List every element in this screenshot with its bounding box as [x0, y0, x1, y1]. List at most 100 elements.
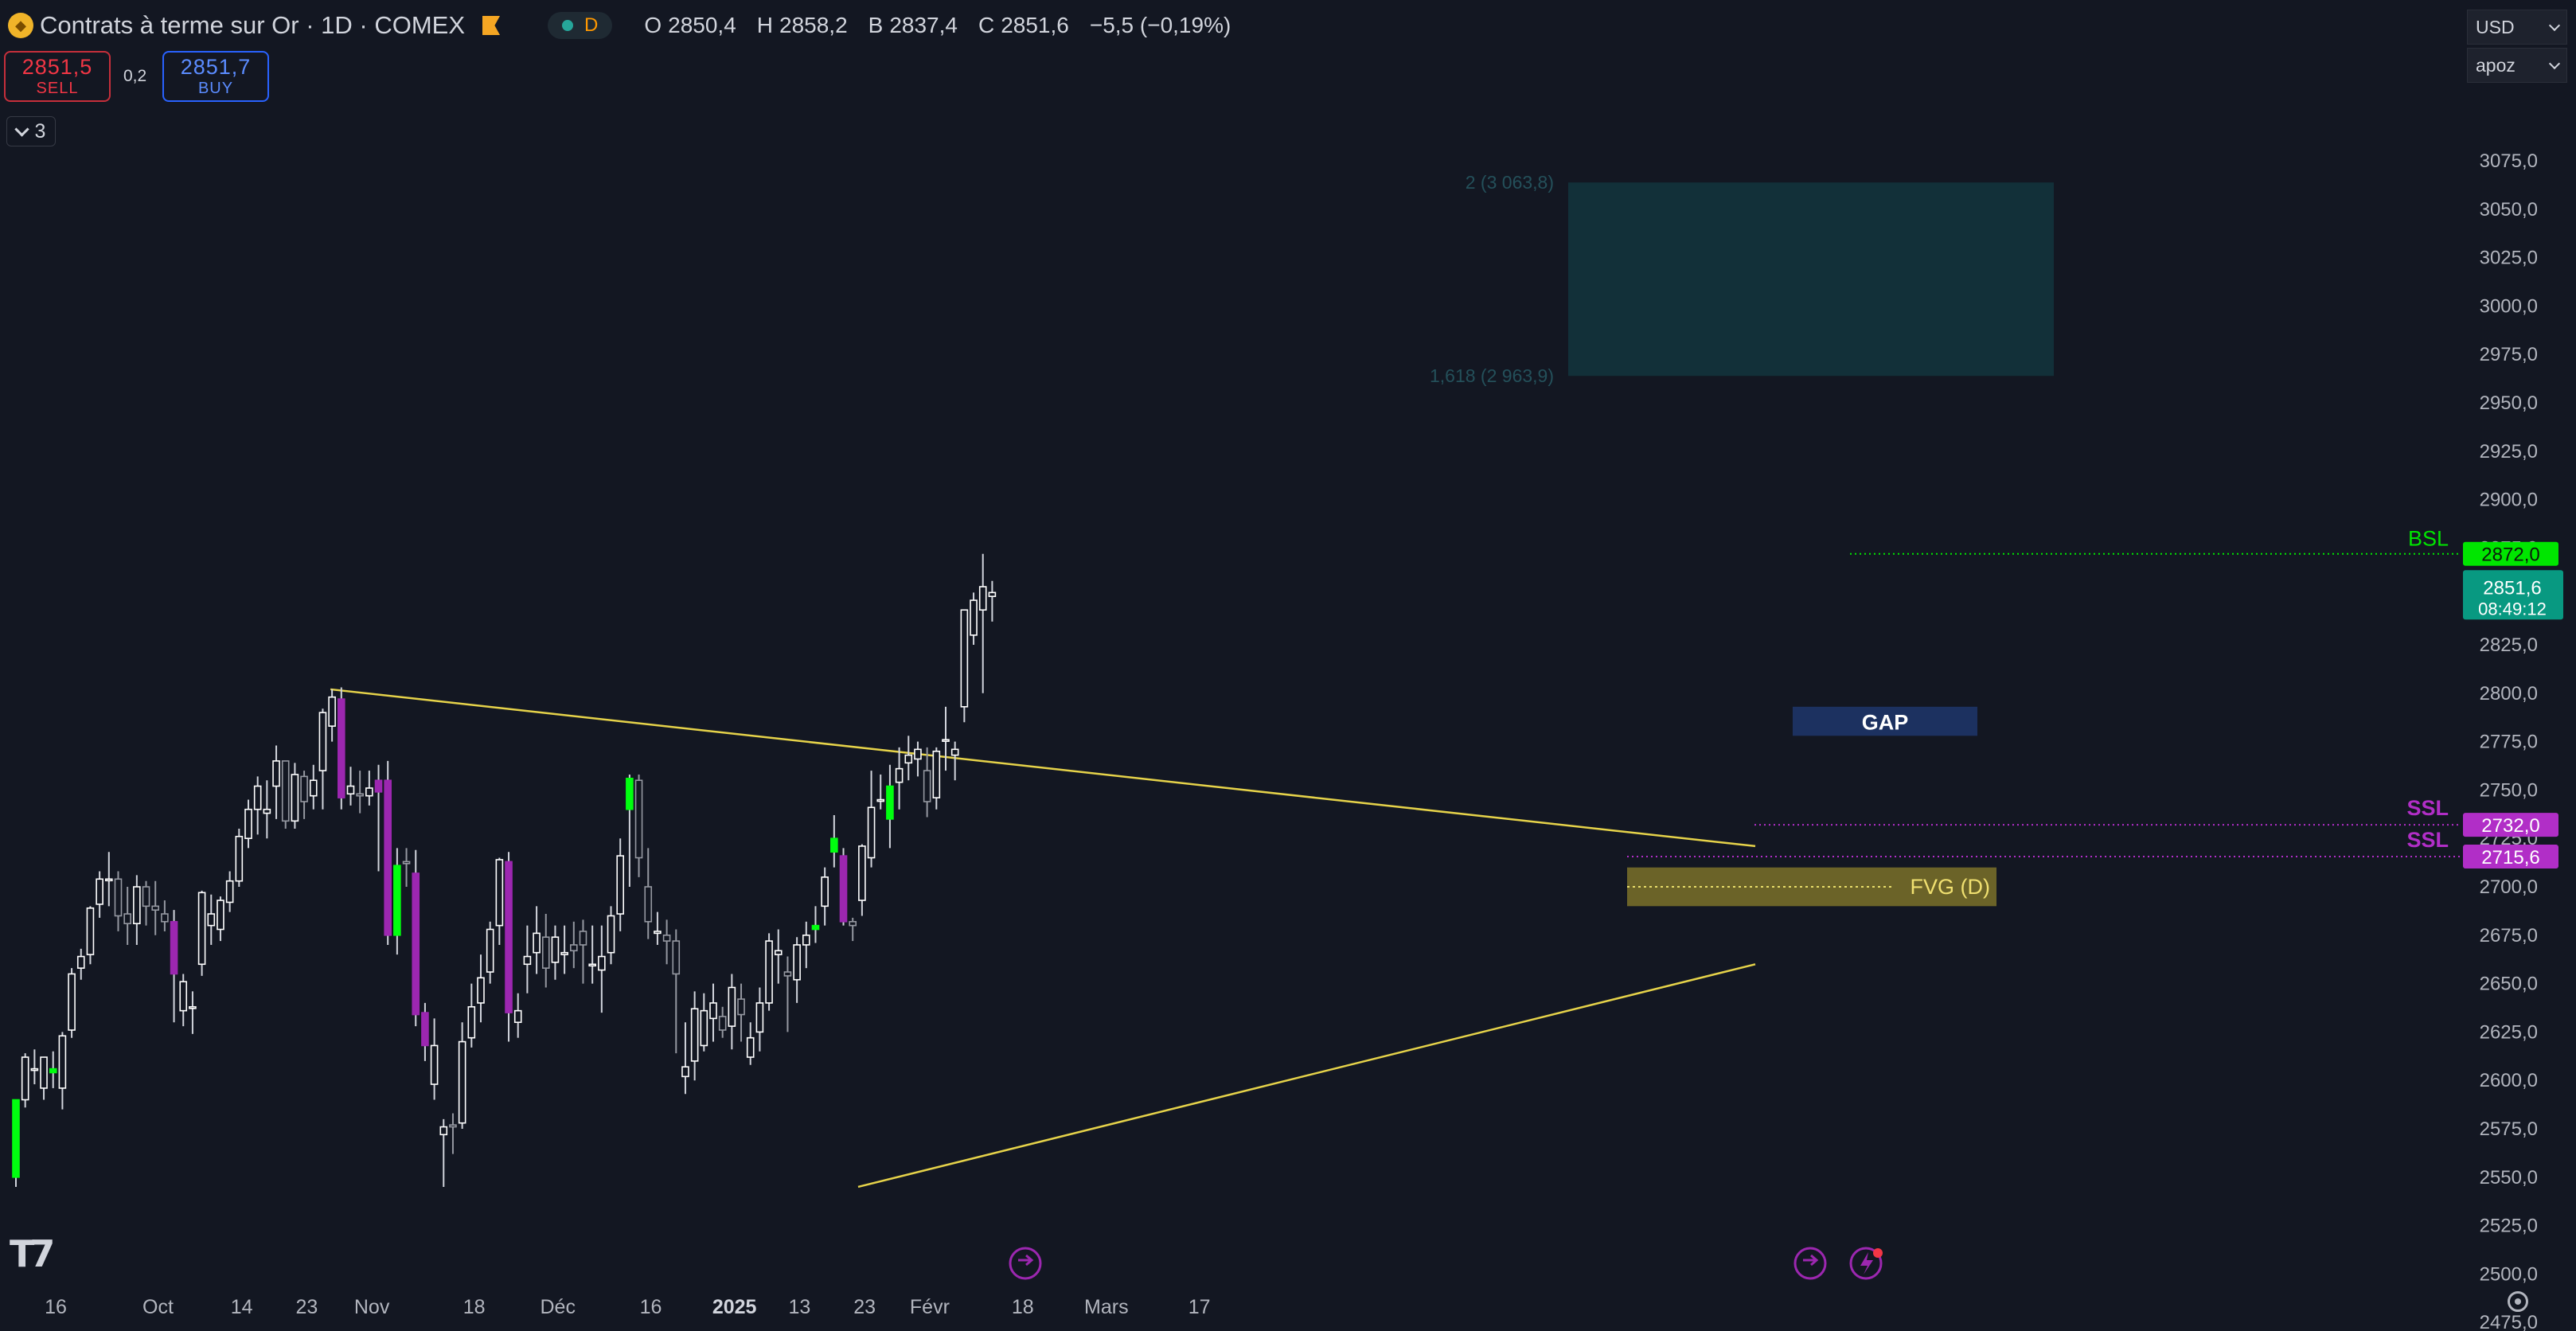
candle-body	[161, 913, 169, 923]
bsl-price-tag: 2872,0	[2481, 544, 2539, 566]
y-axis-tick-label: 2775,0	[2480, 732, 2538, 753]
ohlc-label: O	[644, 13, 662, 37]
candle-body	[309, 779, 318, 797]
ohlc-label: C	[978, 13, 995, 37]
y-axis-tick-label: 2825,0	[2480, 634, 2538, 656]
candle-body	[569, 944, 578, 952]
candle-body	[551, 936, 560, 963]
candle-body	[662, 935, 671, 942]
candle-body	[858, 845, 866, 901]
candle-body	[21, 1056, 29, 1101]
candle-body	[681, 1066, 689, 1078]
candle-body	[541, 936, 550, 969]
candle-body	[114, 878, 123, 917]
ohlc-readout: O 2850,4 H 2858,2 B 2837,4 C 2851,6 −5,5 (−0…	[644, 13, 1231, 38]
candle-body	[616, 855, 625, 915]
y-axis-tick-label: 2800,0	[2480, 683, 2538, 705]
ssl-price-tag-bg	[2463, 813, 2558, 837]
y-axis-tick-label: 2925,0	[2480, 441, 2538, 463]
buy-button[interactable]: 2851,7 BUY	[162, 51, 269, 102]
upper-trendline[interactable]	[330, 688, 1756, 848]
y-axis-tick-label: 2675,0	[2480, 925, 2538, 947]
candle-body	[207, 913, 216, 927]
ssl-price-tag: 2732,0	[2481, 815, 2539, 837]
flag-icon[interactable]	[482, 16, 500, 35]
candle-body	[272, 760, 280, 787]
y-axis-tick-label: 2975,0	[2480, 344, 2538, 365]
candle-body	[774, 950, 783, 955]
candle-body	[430, 1044, 439, 1085]
symbol-header: ◆ Contrats à terme sur Or · 1D · COMEX D…	[0, 0, 1231, 51]
candle-body	[523, 955, 532, 966]
candle-body	[849, 920, 857, 927]
x-axis-tick-label: 23	[295, 1296, 318, 1318]
candle-body	[281, 760, 290, 822]
x-axis-tick-label: 2025	[712, 1296, 757, 1318]
bar-countdown: 08:49:12	[2478, 599, 2547, 619]
unit-select[interactable]: apoz	[2467, 48, 2567, 83]
unit-value: apoz	[2476, 54, 2516, 76]
candle-body	[225, 880, 234, 904]
candle-body	[291, 774, 299, 822]
gear-icon[interactable]	[2508, 1291, 2528, 1312]
candle-body	[123, 913, 131, 925]
candle-body	[634, 779, 643, 859]
candle-body	[793, 944, 801, 981]
chevron-down-icon	[2548, 57, 2561, 70]
ssl-price-tag: 2715,6	[2481, 847, 2539, 868]
y-axis-tick-label: 2900,0	[2480, 490, 2538, 511]
candle-body	[783, 971, 792, 977]
gold-coin-icon: ◆	[8, 13, 33, 38]
candle-body	[365, 787, 373, 797]
price-change: −5,5 (−0,19%)	[1089, 13, 1231, 37]
economic-event-icon[interactable]	[1793, 1247, 1827, 1280]
x-axis-tick-label: 18	[463, 1296, 486, 1318]
candle-body	[970, 599, 978, 636]
candle-body	[374, 779, 383, 793]
candle-body	[737, 998, 745, 1016]
y-axis-tick-label: 2525,0	[2480, 1216, 2538, 1237]
candle-body	[40, 1056, 48, 1089]
y-axis-tick-label: 3050,0	[2480, 199, 2538, 221]
ssl-price-tag-bg	[2463, 845, 2558, 869]
candle-body	[802, 935, 810, 946]
economic-event-icon[interactable]	[1009, 1247, 1042, 1280]
x-axis-tick-label: Nov	[354, 1296, 390, 1318]
currency-value: USD	[2476, 16, 2515, 37]
lower-trendline[interactable]	[857, 963, 1756, 1189]
candle-body	[263, 808, 271, 814]
y-axis-tick-label: 3075,0	[2480, 150, 2538, 172]
candle-body	[356, 793, 364, 797]
candle-body	[811, 924, 820, 931]
chevron-down-icon	[2548, 19, 2561, 32]
fib-target-zone[interactable]	[1568, 182, 2054, 377]
sell-label: SELL	[36, 80, 79, 97]
last-price-tag: 2851,6	[2483, 577, 2541, 599]
tradingview-logo[interactable]: T7	[10, 1232, 55, 1275]
candle-body	[244, 808, 252, 839]
candle-body	[821, 876, 829, 908]
indicators-toggle[interactable]: 3	[6, 116, 56, 146]
candle-body	[960, 609, 969, 708]
candle-body	[505, 861, 513, 1013]
market-status-letter: D	[584, 14, 599, 36]
y-axis-tick-label: 2750,0	[2480, 779, 2538, 801]
currency-select[interactable]: USD	[2467, 10, 2567, 45]
candle-body	[886, 785, 894, 820]
candle-body	[718, 1016, 727, 1031]
x-axis-tick-label: Déc	[540, 1296, 575, 1318]
y-axis-tick-label: 2700,0	[2480, 876, 2538, 898]
symbol-title[interactable]: Contrats à terme sur Or · 1D · COMEX	[40, 11, 465, 39]
candle-body	[477, 977, 485, 1004]
candle-body	[337, 698, 345, 798]
lightning-event-icon[interactable]	[1849, 1247, 1883, 1280]
candle-body	[533, 932, 541, 954]
market-status-badge[interactable]: D	[548, 12, 613, 39]
candle-body	[217, 900, 224, 931]
sell-button[interactable]: 2851,5 SELL	[4, 51, 111, 102]
x-axis-tick-label: 18	[1012, 1296, 1034, 1318]
candle-body	[179, 981, 188, 1012]
gap-zone[interactable]	[1793, 706, 1977, 736]
x-axis-tick-label: 16	[45, 1296, 67, 1318]
